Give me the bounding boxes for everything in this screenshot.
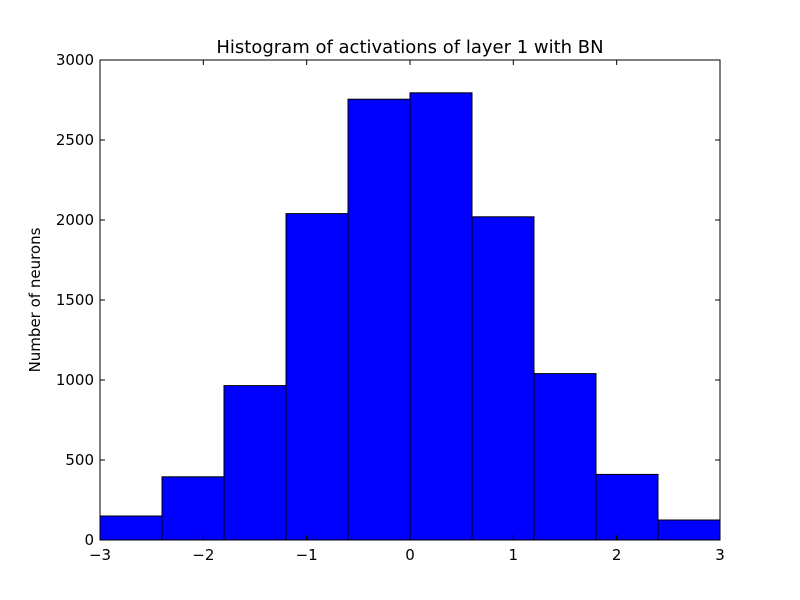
chart-title: Histogram of activations of layer 1 with… xyxy=(216,37,603,58)
histogram-bar xyxy=(161,476,225,541)
y-tick-label: 0 xyxy=(84,531,94,549)
y-tick-label: 2000 xyxy=(56,211,94,229)
plot-frame xyxy=(99,59,721,541)
x-tick-label: −3 xyxy=(89,546,111,564)
y-tick-label: 1000 xyxy=(56,371,94,389)
y-tick-label: 500 xyxy=(65,451,94,469)
y-tick-label: 1500 xyxy=(56,291,94,309)
y-tick-label: 3000 xyxy=(56,51,94,69)
histogram-bar xyxy=(285,213,349,541)
x-tick-label: 1 xyxy=(509,546,519,564)
histogram-bar xyxy=(595,473,659,541)
x-tick-label: 2 xyxy=(612,546,622,564)
y-axis-label: Number of neurons xyxy=(26,227,44,372)
histogram-bar xyxy=(99,515,163,541)
histogram-bar xyxy=(657,519,721,541)
histogram-bar xyxy=(409,92,473,541)
bars-group xyxy=(99,92,721,541)
x-tick-label: −2 xyxy=(192,546,214,564)
histogram-bar xyxy=(471,216,535,541)
x-tick-label: 0 xyxy=(405,546,415,564)
x-tick-label: 3 xyxy=(715,546,725,564)
histogram-bar xyxy=(347,98,411,541)
histogram-bar xyxy=(223,385,287,541)
tick-labels-group: −3 −2 −1 0 1 2 3 0 500 1000 1500 2000 2500 3000 xyxy=(56,51,725,564)
x-tick-label: −1 xyxy=(296,546,318,564)
y-tick-label: 2500 xyxy=(56,131,94,149)
histogram-bar xyxy=(533,373,597,541)
